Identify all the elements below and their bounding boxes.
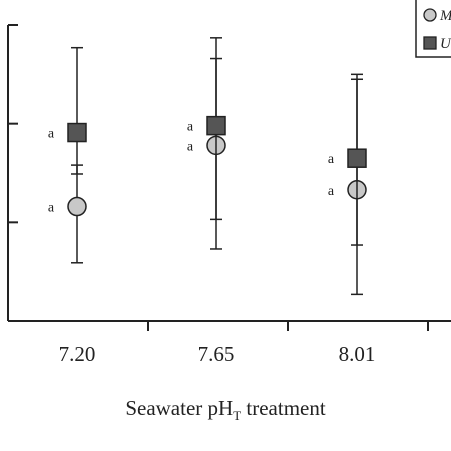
data-point-square <box>347 148 367 168</box>
significance-label: a <box>328 184 335 199</box>
significance-label: a <box>48 201 55 216</box>
data-point-square <box>206 115 226 136</box>
axes: 7.20 7.65 8.01 <box>7 24 451 366</box>
x-tick-label: 7.20 <box>59 342 96 366</box>
x-tick-label: 8.01 <box>339 342 376 366</box>
significance-label: a <box>48 127 55 142</box>
significance-label: a <box>328 152 335 167</box>
legend: MU <box>415 0 451 58</box>
significance-label: a <box>187 120 194 135</box>
legend-label: M <box>439 8 451 24</box>
legend-label: U <box>440 36 451 52</box>
significance-label: a <box>187 139 194 154</box>
x-tick-label: 7.65 <box>198 342 235 366</box>
legend-marker-square <box>423 36 437 50</box>
legend-marker-circle <box>423 8 437 22</box>
data-point-square <box>67 122 87 143</box>
x-axis-label: Seawater pHT treatment <box>125 396 326 424</box>
data-point-circle <box>67 196 87 217</box>
